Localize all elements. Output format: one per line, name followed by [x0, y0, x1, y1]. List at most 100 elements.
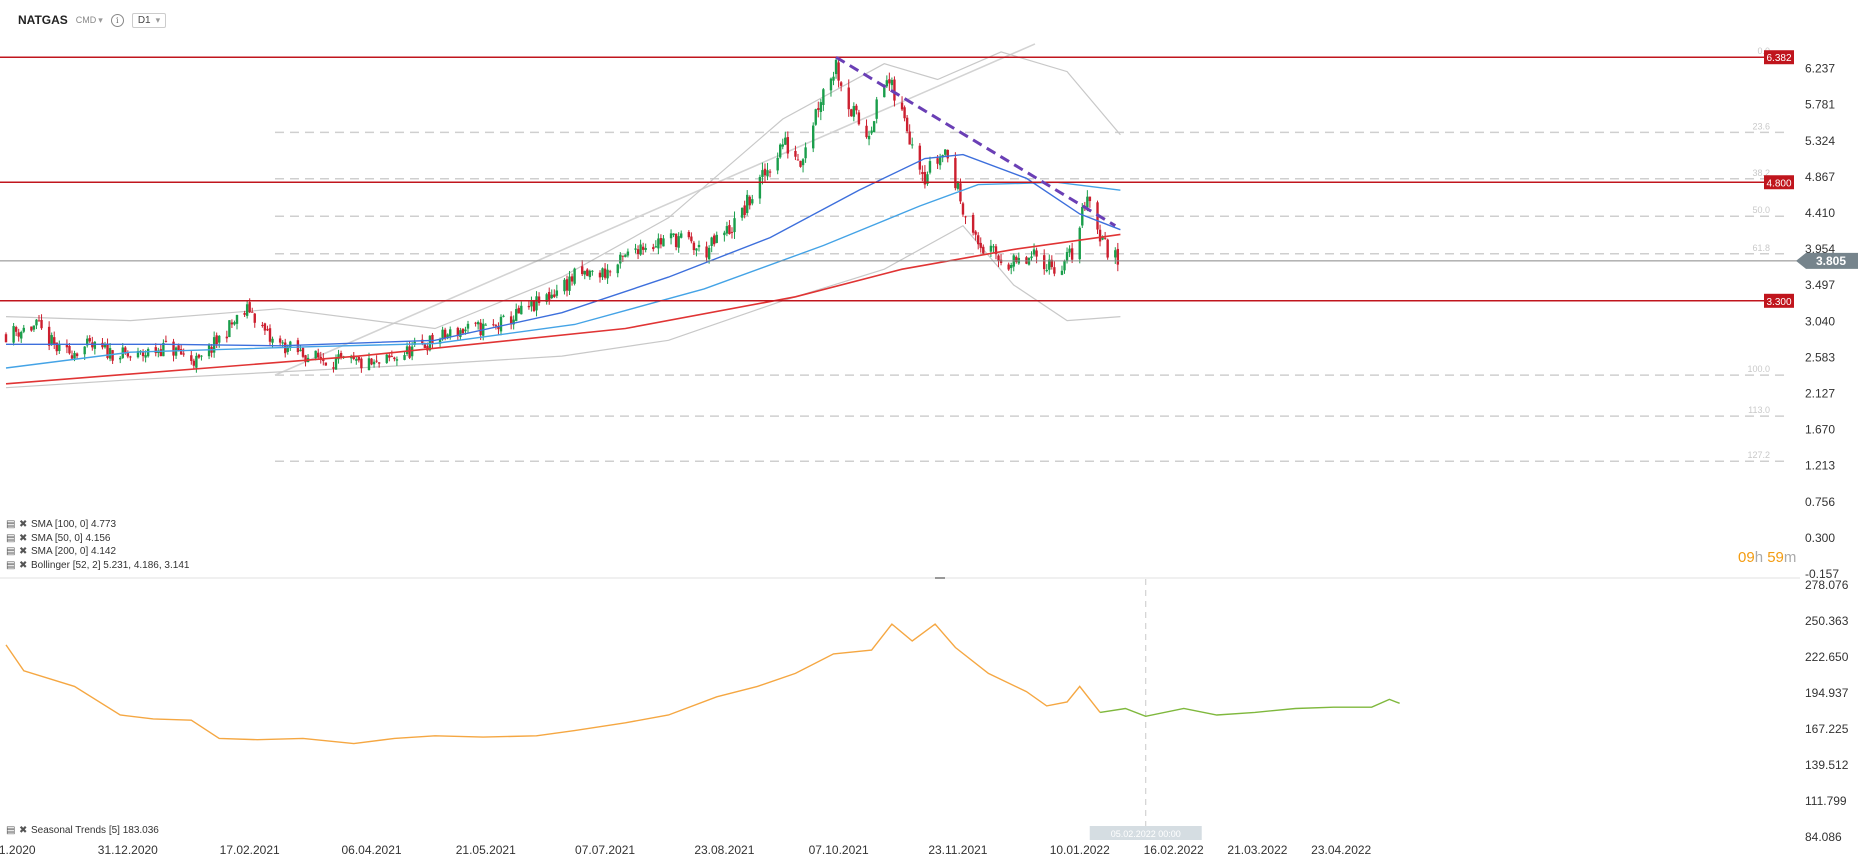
- candle-body: [581, 266, 584, 275]
- settings-icon[interactable]: ▤: [6, 559, 16, 571]
- candle-body: [608, 271, 612, 273]
- candle-body: [555, 290, 559, 296]
- candle-body: [207, 345, 211, 357]
- candle-body: [687, 231, 691, 238]
- fib-level-label: 61.8: [1752, 243, 1770, 253]
- candle-body: [144, 355, 147, 358]
- candle-body: [659, 238, 663, 245]
- legend-sma100[interactable]: ▤ ✖ SMA [100, 0] 4.773: [6, 518, 189, 532]
- candle-body: [786, 137, 790, 154]
- timeframe-selector[interactable]: D1 ▾: [131, 12, 167, 28]
- candle-body: [103, 344, 107, 348]
- settings-icon[interactable]: ▤: [6, 532, 16, 544]
- candle-body: [119, 357, 122, 360]
- candle-body: [586, 269, 589, 276]
- candle-body: [553, 294, 556, 297]
- candle-body: [1010, 265, 1013, 269]
- candle-body: [1081, 207, 1084, 226]
- price-axis-tick: 4.867: [1805, 170, 1835, 184]
- candle-body: [421, 339, 424, 344]
- candle-body: [360, 358, 363, 369]
- candle-body: [230, 322, 234, 325]
- countdown-hours: 09: [1738, 549, 1755, 566]
- candle-body: [743, 205, 746, 215]
- candle-body: [233, 322, 236, 325]
- candle-body: [301, 347, 305, 357]
- close-icon[interactable]: ✖: [19, 532, 28, 544]
- settings-icon[interactable]: ▤: [6, 546, 16, 558]
- candle-body: [1106, 239, 1109, 258]
- price-axis-tick: 3.497: [1805, 278, 1835, 292]
- close-icon[interactable]: ✖: [19, 546, 28, 558]
- candle-body: [314, 350, 317, 359]
- candle-body: [801, 159, 805, 166]
- candle-body: [652, 247, 655, 250]
- candle-body: [146, 348, 150, 357]
- seasonal-legend[interactable]: ▤ ✖ Seasonal Trends [5] 183.036: [6, 825, 159, 836]
- close-icon[interactable]: ✖: [19, 519, 28, 531]
- category-selector[interactable]: CMD ▾: [76, 15, 103, 26]
- candle-body: [832, 76, 835, 81]
- candle-body: [695, 248, 698, 251]
- candle-body: [296, 340, 300, 353]
- candle-body: [271, 338, 274, 343]
- candle-body: [12, 326, 15, 343]
- sma200-line: [5, 233, 1121, 385]
- candle-body: [918, 145, 922, 170]
- candle-body: [870, 130, 873, 134]
- candle-body: [263, 323, 267, 331]
- candle-body: [20, 331, 23, 339]
- candle-body: [1114, 250, 1117, 258]
- symbol-name[interactable]: NATGAS: [18, 13, 68, 27]
- candle-body: [350, 357, 353, 359]
- legend-sma200[interactable]: ▤ ✖ SMA [200, 0] 4.142: [6, 545, 189, 559]
- candle-body: [654, 246, 658, 248]
- candle-body: [928, 161, 932, 173]
- candle-body: [93, 341, 97, 349]
- candle-body: [459, 330, 462, 338]
- candle-body: [65, 344, 69, 348]
- candle-body: [55, 342, 58, 352]
- fib-level-label: 38.2: [1752, 168, 1770, 178]
- info-icon[interactable]: i: [110, 13, 124, 27]
- candle-body: [512, 319, 515, 325]
- candle-body: [281, 342, 284, 344]
- candle-body: [266, 329, 269, 331]
- indicator-legend: ▤ ✖ SMA [100, 0] 4.773 ▤ ✖ SMA [50, 0] 4…: [6, 518, 189, 572]
- candle-body: [725, 226, 729, 234]
- candle-body: [837, 62, 840, 81]
- candle-body: [136, 350, 140, 358]
- candle-body: [355, 359, 358, 361]
- candle-body: [855, 105, 858, 111]
- candle-body: [956, 181, 960, 189]
- candle-body: [565, 279, 569, 291]
- date-axis-tick: 23.04.2022: [1311, 843, 1371, 857]
- candle-body: [106, 343, 109, 358]
- candle-body: [779, 144, 782, 158]
- category-label: CMD: [75, 15, 97, 25]
- date-axis-tick: 06.04.2021: [341, 843, 401, 857]
- settings-icon[interactable]: ▤: [6, 519, 16, 531]
- candle-body: [1043, 255, 1046, 270]
- candle-body: [1015, 256, 1018, 262]
- close-icon[interactable]: ✖: [19, 559, 28, 571]
- candle-body: [464, 329, 467, 332]
- candle-body: [197, 354, 201, 358]
- candle-body: [758, 176, 762, 199]
- candle-body: [814, 109, 817, 125]
- candle-body: [182, 353, 185, 355]
- candle-body: [502, 315, 505, 317]
- legend-bollinger[interactable]: ▤ ✖ Bollinger [52, 2] 5.231, 4.186, 3.14…: [6, 559, 189, 573]
- legend-sma50[interactable]: ▤ ✖ SMA [50, 0] 4.156: [6, 532, 189, 546]
- candle-body: [35, 319, 38, 326]
- settings-icon[interactable]: ▤: [6, 825, 16, 836]
- candle-body: [641, 246, 645, 250]
- candle-body: [680, 233, 683, 238]
- candle-body: [1060, 270, 1064, 275]
- close-icon[interactable]: ✖: [19, 825, 28, 836]
- candle-body: [766, 170, 769, 177]
- candle-body: [872, 121, 876, 133]
- candle-body: [944, 149, 947, 155]
- candle-body: [413, 341, 416, 345]
